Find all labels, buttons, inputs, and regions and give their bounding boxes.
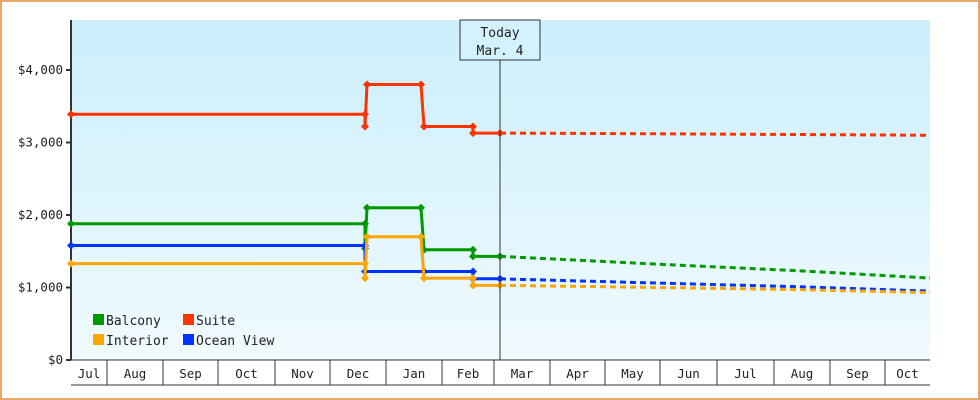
data-point[interactable] [67,110,75,119]
data-point[interactable] [469,122,477,131]
x-tick-label: Dec [347,366,370,381]
data-point[interactable] [363,203,371,212]
y-tick-label: $0 [48,352,63,367]
x-tick-label: Oct [896,366,919,381]
legend-swatch [93,334,104,345]
data-point[interactable] [469,274,477,283]
data-point[interactable] [363,80,371,89]
data-point[interactable] [469,267,477,276]
legend-item-balcony[interactable]: Balcony [93,314,161,329]
x-tick-label: Feb [457,366,480,381]
today-label: Today [480,26,519,41]
data-point[interactable] [420,274,428,283]
x-axis: Jul Aug Sep Oct Nov Dec Jan Feb Mar Apr May Jun Jul A… [71,359,930,386]
x-tick-label: Jul [734,366,757,381]
series-lines [67,80,931,295]
data-point[interactable] [361,122,369,131]
data-point[interactable] [67,259,75,268]
series-interior [67,232,931,295]
y-axis: $0 $1,000 $2,000 $3,000 $4,000 [18,20,72,367]
x-tick-label: Aug [124,366,147,381]
x-tick-label: Sep [846,366,869,381]
data-point[interactable] [361,274,369,283]
data-point[interactable] [469,129,477,138]
legend-item-interior[interactable]: Interior [93,334,169,349]
today-marker: Today Mar. 4 [459,19,541,360]
x-tick-label: Sep [179,366,202,381]
y-tick-label: $1,000 [18,280,63,295]
y-tick-label: $4,000 [18,62,63,77]
y-tick-label: $3,000 [18,135,63,150]
data-point[interactable] [420,122,428,131]
x-tick-label: Jun [677,366,700,381]
data-point[interactable] [469,252,477,261]
x-tick-label: Jan [403,366,426,381]
legend-swatch [93,314,104,325]
x-tick-label: May [621,366,644,381]
legend-swatch [183,314,194,325]
legend-label: Interior [106,334,169,349]
legend-item-suite[interactable]: Suite [183,314,235,329]
data-point[interactable] [417,80,425,89]
x-tick-label: Jul [78,366,101,381]
legend-label: Ocean View [196,334,274,349]
legend-label: Balcony [106,314,161,329]
x-tick-label: Mar [511,366,534,381]
today-label-box [459,19,541,61]
x-tick-label: Apr [566,366,589,381]
legend: Balcony Suite Interior Ocean View [93,314,274,349]
data-point[interactable] [67,241,75,250]
y-tick-label: $2,000 [18,207,63,222]
data-point[interactable] [361,110,369,119]
data-point[interactable] [417,203,425,212]
x-tick-label: Oct [235,366,258,381]
today-date: Mar. 4 [477,44,524,59]
legend-item-ocean-view[interactable]: Ocean View [183,334,274,349]
data-point[interactable] [469,281,477,290]
data-point[interactable] [67,219,75,228]
series-suite [67,80,931,138]
data-point[interactable] [469,245,477,254]
series-balcony [67,203,931,280]
x-tick-label: Nov [291,366,314,381]
data-point[interactable] [363,232,371,241]
x-tick-label: Aug [791,366,814,381]
data-point[interactable] [361,219,369,228]
legend-swatch [183,334,194,345]
data-point[interactable] [417,232,425,241]
data-point[interactable] [361,259,369,268]
legend-label: Suite [196,314,235,329]
